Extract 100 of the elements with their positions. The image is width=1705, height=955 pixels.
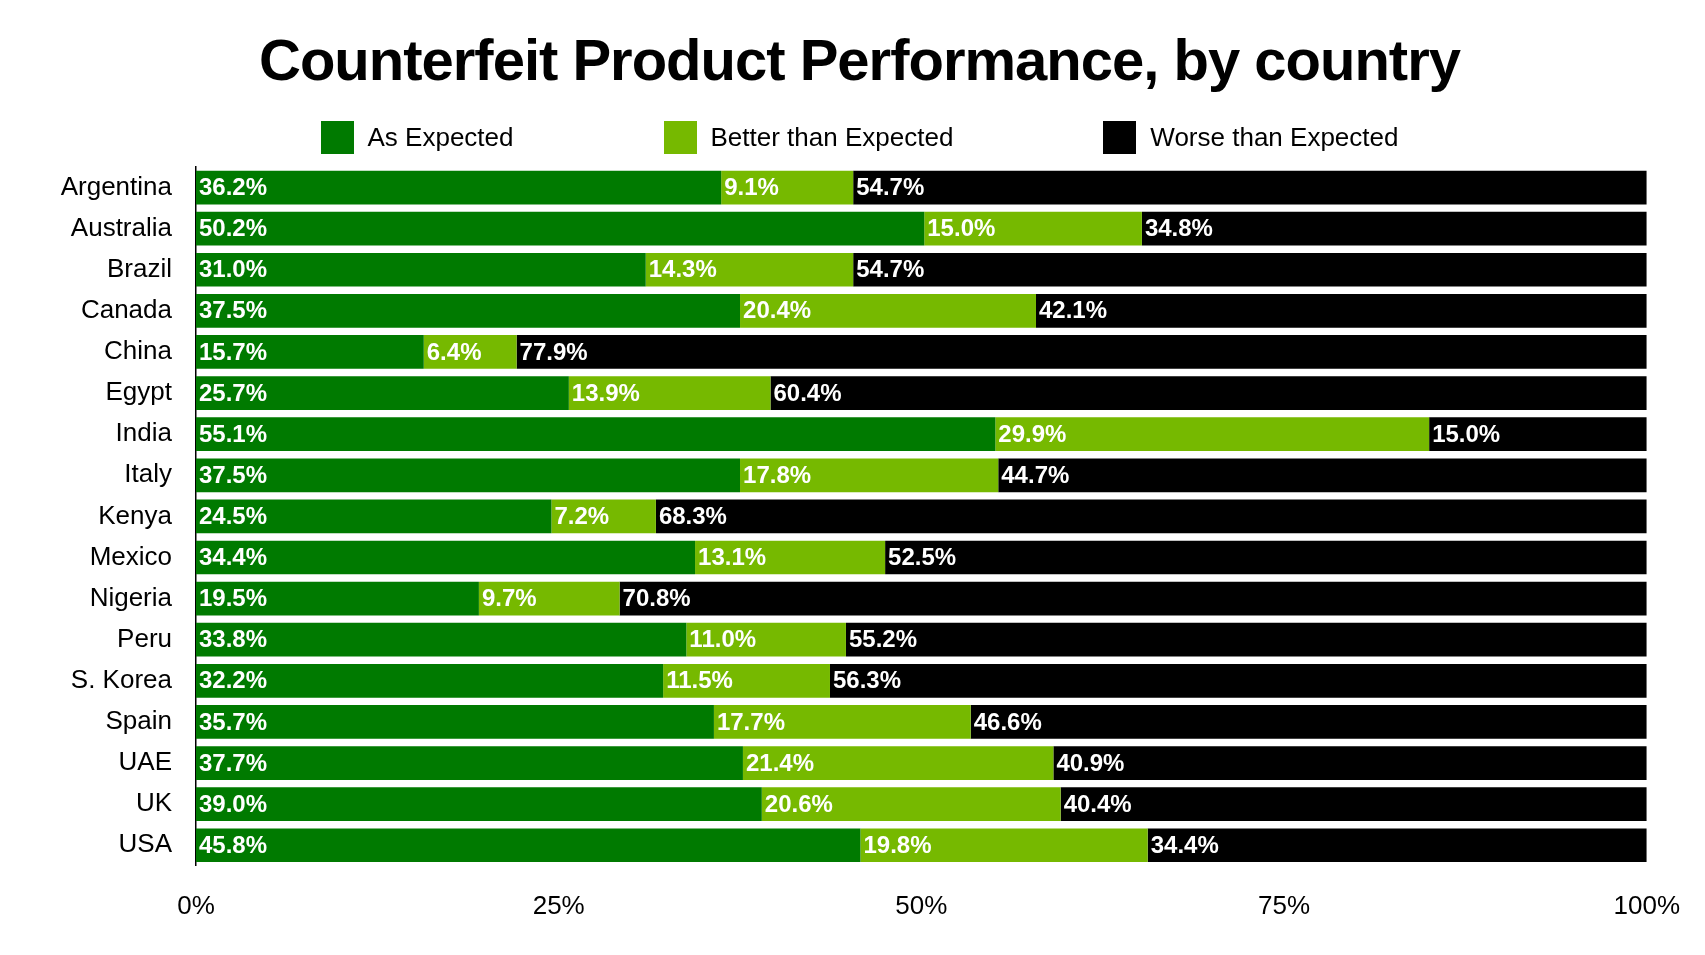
x-tick-label: 75% bbox=[1258, 889, 1311, 920]
y-tick-label: Mexico bbox=[89, 540, 172, 571]
data-label: 20.6% bbox=[764, 789, 833, 817]
bar bbox=[196, 663, 664, 698]
data-label: 37.5% bbox=[199, 296, 268, 324]
bar bbox=[619, 581, 1647, 616]
bar bbox=[829, 663, 1647, 698]
bar bbox=[761, 787, 1061, 821]
data-label: 45.8% bbox=[199, 830, 268, 858]
bar bbox=[1429, 417, 1647, 452]
data-label: 34.4% bbox=[199, 543, 268, 571]
bar bbox=[568, 376, 771, 410]
data-label: 29.9% bbox=[998, 419, 1067, 447]
data-label: 24.5% bbox=[199, 502, 268, 530]
data-label: 20.4% bbox=[743, 296, 812, 324]
bar bbox=[995, 417, 1430, 452]
bar bbox=[713, 705, 971, 739]
data-label: 32.2% bbox=[199, 666, 268, 694]
data-label: 35.7% bbox=[199, 707, 268, 735]
y-tick-label: UK bbox=[135, 787, 173, 818]
bar bbox=[770, 376, 1647, 410]
bar bbox=[742, 746, 1054, 780]
bar bbox=[196, 458, 741, 493]
data-label: 56.3% bbox=[832, 666, 902, 694]
bar bbox=[196, 294, 741, 328]
data-label: 40.4% bbox=[1063, 789, 1132, 817]
data-label: 31.0% bbox=[199, 255, 268, 283]
bar bbox=[740, 294, 1036, 328]
bar bbox=[196, 540, 696, 575]
bar bbox=[196, 828, 861, 863]
y-tick-label: Brazil bbox=[106, 252, 172, 283]
data-label: 25.7% bbox=[199, 378, 268, 406]
bar bbox=[740, 458, 999, 493]
data-label: 15.7% bbox=[199, 337, 268, 365]
data-label: 40.9% bbox=[1056, 748, 1125, 776]
data-label: 77.9% bbox=[519, 337, 588, 365]
data-label: 9.1% bbox=[724, 173, 779, 201]
bar bbox=[196, 705, 714, 739]
bar bbox=[845, 622, 1647, 657]
y-tick-label: Nigeria bbox=[89, 581, 173, 612]
bar bbox=[196, 787, 762, 821]
bar bbox=[885, 540, 1647, 575]
bar bbox=[655, 499, 1647, 534]
y-tick-label: Spain bbox=[105, 705, 172, 736]
chart-title: Counterfeit Product Performance, by country bbox=[258, 26, 1462, 94]
data-label: 37.7% bbox=[199, 748, 268, 776]
y-tick-label: S. Korea bbox=[70, 664, 173, 694]
y-tick-label: Canada bbox=[80, 294, 173, 325]
bar bbox=[1141, 211, 1647, 246]
bar bbox=[196, 376, 569, 410]
data-label: 7.2% bbox=[554, 502, 610, 530]
bar bbox=[196, 746, 743, 780]
data-label: 9.7% bbox=[481, 584, 537, 612]
bar bbox=[645, 252, 854, 287]
bar bbox=[1060, 787, 1647, 821]
bar bbox=[196, 335, 424, 369]
y-tick-label: India bbox=[115, 417, 173, 448]
data-label: 17.7% bbox=[716, 707, 785, 735]
bar bbox=[196, 622, 687, 657]
data-label: 11.5% bbox=[666, 666, 733, 694]
bar bbox=[663, 663, 830, 698]
data-label: 42.1% bbox=[1038, 296, 1108, 324]
data-label: 39.0% bbox=[199, 789, 268, 817]
bar bbox=[853, 170, 1647, 205]
bar bbox=[196, 211, 925, 246]
y-tick-label: Italy bbox=[124, 458, 172, 489]
legend-label: Better than Expected bbox=[710, 121, 954, 154]
bar bbox=[1035, 294, 1647, 328]
x-tick-label: 25% bbox=[532, 889, 585, 920]
bar bbox=[516, 335, 1647, 369]
bar bbox=[196, 581, 479, 616]
y-tick-label: Peru bbox=[117, 622, 172, 653]
y-tick-label: Argentina bbox=[60, 170, 173, 201]
bar bbox=[1147, 828, 1647, 863]
data-label: 21.4% bbox=[745, 748, 814, 776]
bar bbox=[853, 252, 1647, 287]
data-label: 55.1% bbox=[199, 419, 268, 447]
bar bbox=[196, 417, 996, 452]
bar bbox=[1053, 746, 1647, 780]
data-label: 19.8% bbox=[863, 830, 932, 858]
bar bbox=[196, 499, 552, 534]
data-label: 55.2% bbox=[848, 625, 917, 653]
data-label: 34.8% bbox=[1144, 214, 1213, 242]
data-label: 15.0% bbox=[1432, 419, 1501, 447]
data-label: 11.0% bbox=[689, 625, 757, 653]
x-tick-label: 100% bbox=[1613, 889, 1680, 920]
data-label: 70.8% bbox=[622, 584, 691, 612]
data-label: 14.3% bbox=[648, 255, 717, 283]
data-label: 37.5% bbox=[199, 460, 268, 488]
data-label: 52.5% bbox=[888, 543, 957, 571]
data-label: 15.0% bbox=[927, 214, 996, 242]
bar bbox=[686, 622, 846, 657]
data-label: 50.2% bbox=[199, 214, 268, 242]
y-tick-label: UAE bbox=[118, 746, 172, 777]
data-label: 44.7% bbox=[1001, 460, 1070, 488]
data-label: 17.8% bbox=[743, 460, 812, 488]
data-label: 13.9% bbox=[571, 378, 640, 406]
legend-label: As Expected bbox=[367, 121, 514, 154]
y-tick-label: Egypt bbox=[105, 376, 173, 407]
data-label: 54.7% bbox=[856, 255, 925, 283]
